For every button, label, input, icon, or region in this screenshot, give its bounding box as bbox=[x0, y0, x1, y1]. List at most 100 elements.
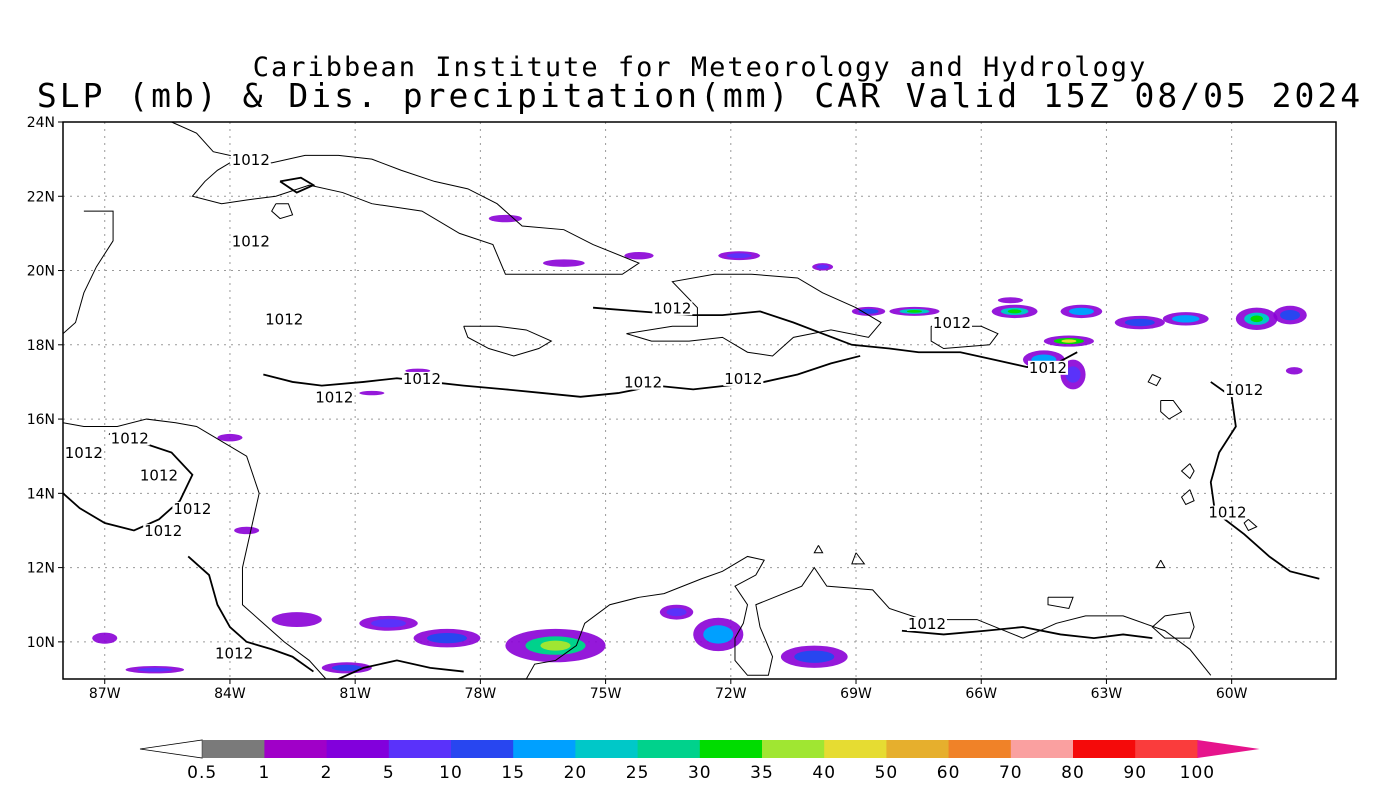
isobar-1012 bbox=[63, 433, 194, 532]
isobar-1012 bbox=[901, 626, 1153, 640]
precip-peak bbox=[906, 310, 922, 313]
isobar-1012 bbox=[279, 176, 316, 194]
lon-tick-label: 69W bbox=[840, 686, 872, 702]
coastline bbox=[1180, 463, 1195, 480]
isobar-label: 1012 bbox=[315, 389, 353, 407]
colorbar-label: 90 bbox=[1123, 763, 1147, 783]
isobar-label-bg bbox=[401, 371, 442, 386]
isobar-label: 1012 bbox=[403, 370, 441, 388]
lat-tick-label: 14N bbox=[27, 486, 55, 502]
coastline bbox=[851, 552, 866, 565]
lat-tick-label: 10N bbox=[27, 635, 55, 651]
precip-cell bbox=[488, 214, 523, 223]
coastline bbox=[1147, 374, 1162, 387]
colorbar-bin bbox=[948, 740, 1012, 758]
precip-core bbox=[1065, 366, 1081, 383]
precip-peak bbox=[1061, 339, 1077, 343]
precip-cell bbox=[405, 368, 431, 374]
isobar-label: 1012 bbox=[624, 374, 662, 392]
colorbar-label: 15 bbox=[501, 763, 525, 783]
isobar-label-bg bbox=[1207, 505, 1248, 520]
colorbar-bin bbox=[824, 740, 887, 758]
isobar-label: 1012 bbox=[1225, 381, 1263, 399]
precip-core bbox=[666, 608, 687, 617]
coastline bbox=[1160, 400, 1183, 420]
lon-tick-label: 66W bbox=[965, 686, 997, 702]
precip-core bbox=[1280, 309, 1301, 321]
isobar-1012 bbox=[187, 555, 314, 673]
precip-core bbox=[726, 253, 752, 259]
colorbar-label: 0.5 bbox=[187, 763, 217, 783]
isobar-label-bg bbox=[230, 234, 271, 249]
isobar-label: 1012 bbox=[908, 615, 946, 633]
precip-core bbox=[794, 650, 835, 663]
lon-tick-label: 81W bbox=[339, 686, 371, 702]
isobar-label: 1012 bbox=[265, 311, 303, 329]
coastline bbox=[1155, 559, 1166, 569]
coastline bbox=[171, 122, 641, 275]
precip-cell bbox=[217, 433, 243, 442]
isobar-1012 bbox=[338, 659, 464, 679]
lon-tick-label: 60W bbox=[1216, 686, 1248, 702]
precip-peak bbox=[1250, 315, 1263, 323]
colorbar-bin bbox=[202, 740, 265, 758]
isobar-label-bg bbox=[1028, 360, 1069, 375]
precip-cell bbox=[271, 612, 322, 628]
lon-tick-label: 87W bbox=[89, 686, 121, 702]
coastline bbox=[813, 545, 824, 554]
isobar-label-bg bbox=[172, 501, 213, 516]
isobar-label: 1012 bbox=[724, 370, 762, 388]
precip-core bbox=[137, 667, 173, 672]
lon-tick-label: 84W bbox=[214, 686, 246, 702]
isobars bbox=[63, 176, 1320, 679]
isobar-label-bg bbox=[652, 301, 693, 316]
isobar-label: 1012 bbox=[144, 522, 182, 540]
lon-tick-label: 63W bbox=[1091, 686, 1123, 702]
colorbar-label: 20 bbox=[564, 763, 588, 783]
colorbar-bin bbox=[451, 740, 514, 758]
isobar-label: 1012 bbox=[140, 466, 178, 484]
precip-cell bbox=[234, 526, 260, 535]
precip-peak bbox=[1007, 309, 1022, 314]
colorbar-bin bbox=[575, 740, 639, 758]
colorbar-bin bbox=[1135, 740, 1198, 758]
precip-core bbox=[703, 625, 734, 644]
colorbar-label: 1 bbox=[258, 763, 270, 783]
precip-core bbox=[816, 264, 829, 269]
isobar-label-bg bbox=[1224, 383, 1265, 398]
colorbar-label: 80 bbox=[1061, 763, 1085, 783]
lat-tick-label: 24N bbox=[27, 115, 55, 131]
isobar-1012 bbox=[1209, 381, 1320, 580]
colorbar-bin bbox=[762, 740, 825, 758]
coastline bbox=[930, 325, 999, 350]
precip-core bbox=[1124, 318, 1155, 327]
precip-cell bbox=[624, 251, 654, 260]
lat-tick-label: 18N bbox=[27, 338, 55, 354]
colorbar-bin bbox=[1010, 740, 1074, 758]
precip-core bbox=[371, 619, 407, 628]
precip-core bbox=[1068, 307, 1094, 316]
isobar-label: 1012 bbox=[933, 314, 971, 332]
lat-tick-label: 12N bbox=[27, 561, 55, 577]
colorbar-bin bbox=[326, 740, 390, 758]
colorbar-label: 2 bbox=[321, 763, 333, 783]
gridlines bbox=[63, 122, 1336, 679]
coastline bbox=[271, 203, 294, 220]
coastline bbox=[1180, 489, 1195, 506]
lat-tick-label: 22N bbox=[27, 189, 55, 205]
coastline bbox=[1047, 596, 1074, 610]
isobar-label-bg bbox=[109, 431, 150, 446]
colorbar: 0.5 1 2 5 10 15 20 25 30 35 40 50 60 70 80 90 100 bbox=[139, 739, 1260, 783]
coastline bbox=[1151, 611, 1195, 639]
colorbar-bin bbox=[513, 740, 576, 758]
lat-tick-label: 16N bbox=[27, 412, 55, 428]
colorbar-label: 30 bbox=[688, 763, 712, 783]
precip-cell bbox=[1285, 367, 1303, 375]
isobar-1012 bbox=[592, 306, 1078, 368]
isobar-label-bg bbox=[214, 646, 255, 661]
lon-tick-label: 78W bbox=[465, 686, 497, 702]
isobar-label: 1012 bbox=[173, 500, 211, 518]
colorbar-label: 60 bbox=[937, 763, 961, 783]
precip-core bbox=[426, 633, 468, 644]
